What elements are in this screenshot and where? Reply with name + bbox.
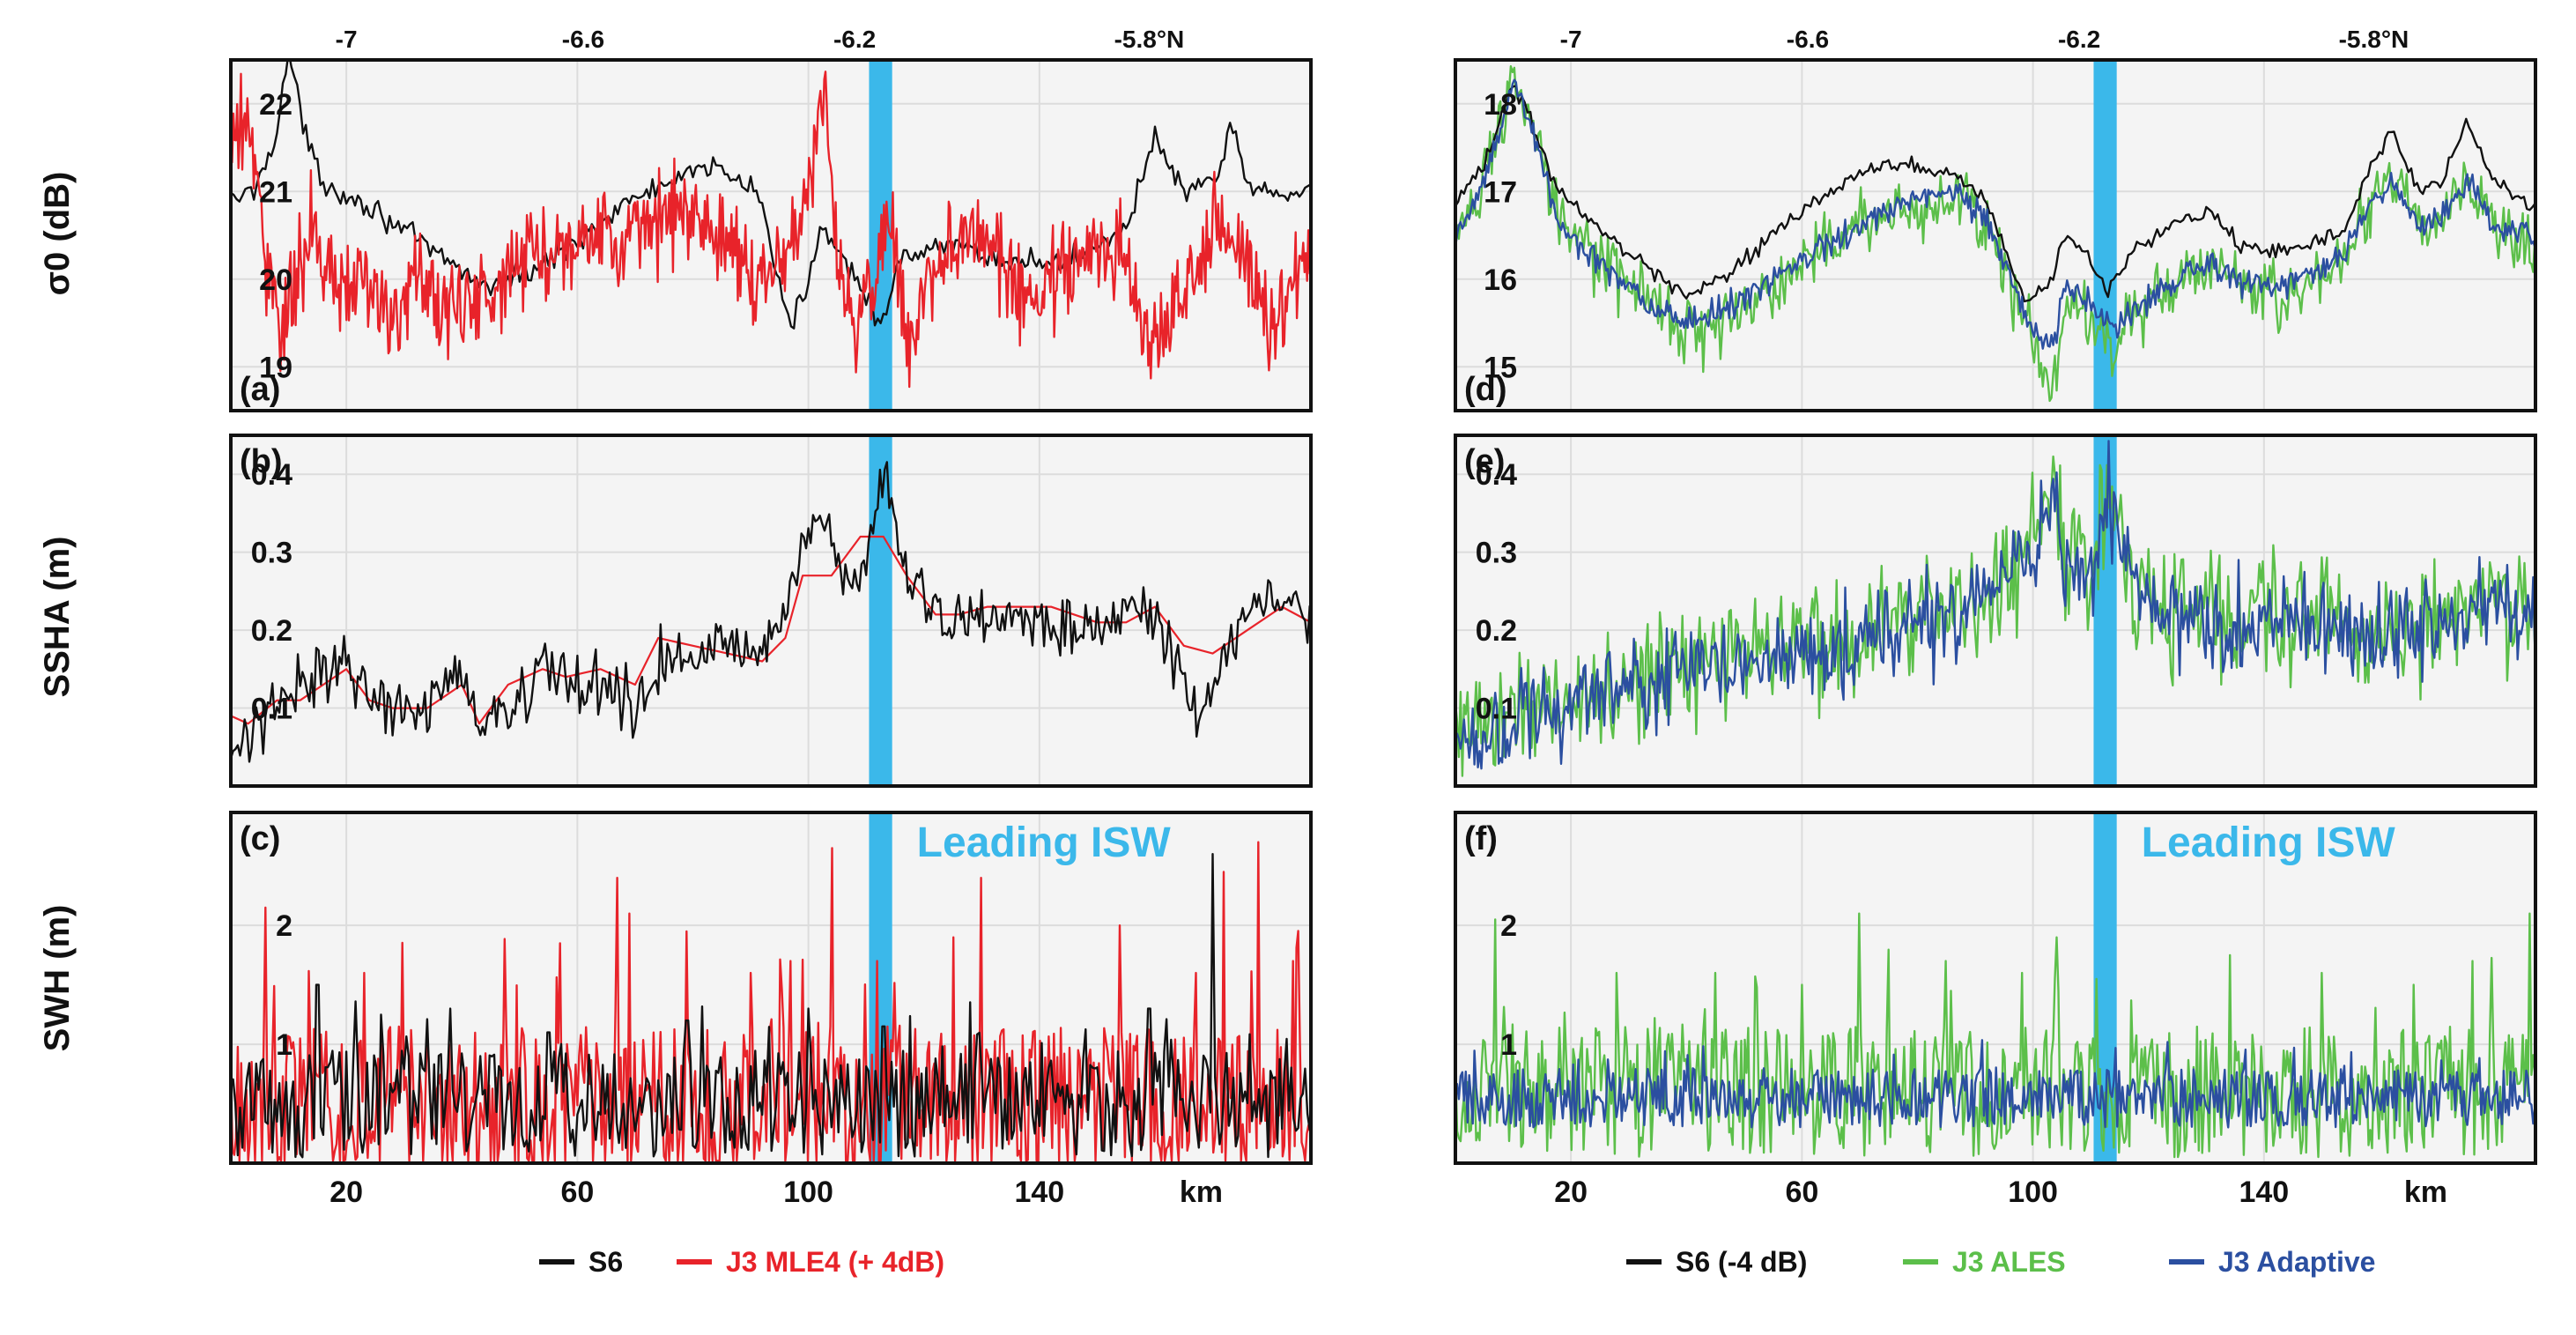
x-unit-label: km [1180, 1176, 1223, 1209]
y-tick-label: 0.2 [251, 614, 292, 648]
plot-area [231, 435, 1311, 786]
series-line-j3-mle4-4db- [231, 841, 1311, 1162]
isw-label: Leading ISW [917, 820, 1172, 866]
legend-label: J3 Adaptive [2218, 1246, 2375, 1278]
plot-frame [229, 434, 1313, 788]
panel-label: (c) [240, 820, 280, 857]
plot-frame [1454, 434, 2537, 788]
y-tick-label: 19 [259, 351, 292, 384]
plot-area [231, 60, 1311, 411]
y-tick-label: 18 [1484, 88, 1517, 122]
panel-c: 1 2 (c) Leading ISW 20 60 100 140 km [229, 811, 1313, 1209]
y-tick-label: 1 [276, 1028, 292, 1062]
panel-b: 0.1 0.2 0.3 0.4(b) [229, 434, 1313, 788]
y-tick-label: 21 [259, 175, 292, 209]
lat-tick-label: -6.2 [833, 26, 876, 53]
x-tick-label: 140 [1014, 1176, 1064, 1209]
panel-e: 0.1 0.2 0.3 0.4(e) [1454, 434, 2537, 788]
x-tick-label: 20 [329, 1176, 363, 1209]
panel-label: (e) [1464, 443, 1505, 480]
series-line-j3-adaptive [1455, 1039, 2535, 1129]
y-tick-label: 17 [1484, 175, 1517, 209]
y-tick-label: 20 [259, 263, 292, 297]
ylabel-row-2: SSHA (m) [38, 537, 77, 698]
y-tick-label: 16 [1484, 263, 1517, 297]
series-line-s6 [231, 60, 1311, 330]
panel-label: (b) [240, 443, 283, 480]
legend-label: S6 [588, 1246, 623, 1278]
x-tick-label: 140 [2239, 1176, 2289, 1209]
panel-d: 15 16 17 18 (d) -7 -6.6 -6.2 -5.8°N [1454, 26, 2537, 412]
y-tick-label: 22 [259, 88, 292, 122]
y-tick-label: 0.3 [1476, 537, 1517, 570]
lat-tick-label: -6.2 [2058, 26, 2100, 53]
lat-tick-label: -5.8°N [2339, 26, 2409, 53]
legend-label: J3 MLE4 (+ 4dB) [726, 1246, 944, 1278]
plot-area [1455, 60, 2535, 411]
y-tick-label: 0.1 [251, 693, 292, 726]
legend-left: S6 J3 MLE4 (+ 4dB) [539, 1246, 944, 1278]
y-tick-label: 0.4 [251, 458, 292, 492]
series-line-s6-4-db- [1455, 85, 2535, 303]
isw-label: Leading ISW [2142, 820, 2396, 866]
panel-label: (d) [1464, 371, 1507, 408]
lat-tick-label: -6.6 [1787, 26, 1829, 53]
y-tick-label: 2 [276, 909, 292, 943]
y-tick-label: 0.2 [1476, 614, 1517, 648]
plot-frame [229, 58, 1313, 412]
series-line-j3-ales [1455, 912, 2535, 1159]
y-tick-label: 15 [1484, 351, 1517, 384]
series-line-s6 [231, 461, 1311, 763]
isw-band [2093, 60, 2117, 411]
panel-f: 1 2 (f) Leading ISW 20 60 100 140 km [1454, 811, 2537, 1209]
panel-label: (a) [240, 371, 280, 408]
series-line-s6 [231, 853, 1311, 1159]
lat-tick-label: -7 [336, 26, 358, 53]
x-tick-label: 100 [2008, 1176, 2058, 1209]
lat-tick-label: -6.6 [562, 26, 604, 53]
series-line-j3-adaptive [1455, 440, 2535, 770]
plot-area [1455, 435, 2535, 786]
panel-label: (f) [1464, 820, 1498, 857]
ylabel-row-3: SWH (m) [38, 905, 77, 1052]
y-tick-label: 0.1 [1476, 693, 1517, 726]
plot-frame [1454, 811, 2537, 1165]
lat-tick-label: -7 [1560, 26, 1582, 53]
series-line-j3-mle4-4db- [231, 70, 1311, 389]
legend-label: S6 (-4 dB) [1676, 1246, 1807, 1278]
x-tick-label: 20 [1554, 1176, 1588, 1209]
lat-tick-label: -5.8°N [1114, 26, 1185, 53]
x-tick-label: 60 [1785, 1176, 1818, 1209]
panel-a: 19 20 21 22 (a) -7 -6.6 -6.2 -5.8°N [229, 26, 1313, 412]
x-tick-label: 100 [783, 1176, 833, 1209]
legend-right: S6 (-4 dB) J3 ALES J3 Adaptive [1626, 1246, 2375, 1278]
plot-frame [229, 811, 1313, 1165]
y-tick-label: 0.4 [1476, 458, 1517, 492]
legend-label: J3 ALES [1952, 1246, 2066, 1278]
y-tick-label: 1 [1500, 1028, 1517, 1062]
y-tick-label: 2 [1500, 909, 1517, 943]
x-tick-label: 60 [560, 1176, 594, 1209]
x-unit-label: km [2404, 1176, 2447, 1209]
plot-frame [1454, 58, 2537, 412]
ylabel-row-1: σ0 (dB) [38, 172, 77, 296]
y-tick-label: 0.3 [251, 537, 292, 570]
series-line-j3-adaptive [1455, 78, 2535, 350]
series-line-j3-ales [1455, 65, 2535, 403]
